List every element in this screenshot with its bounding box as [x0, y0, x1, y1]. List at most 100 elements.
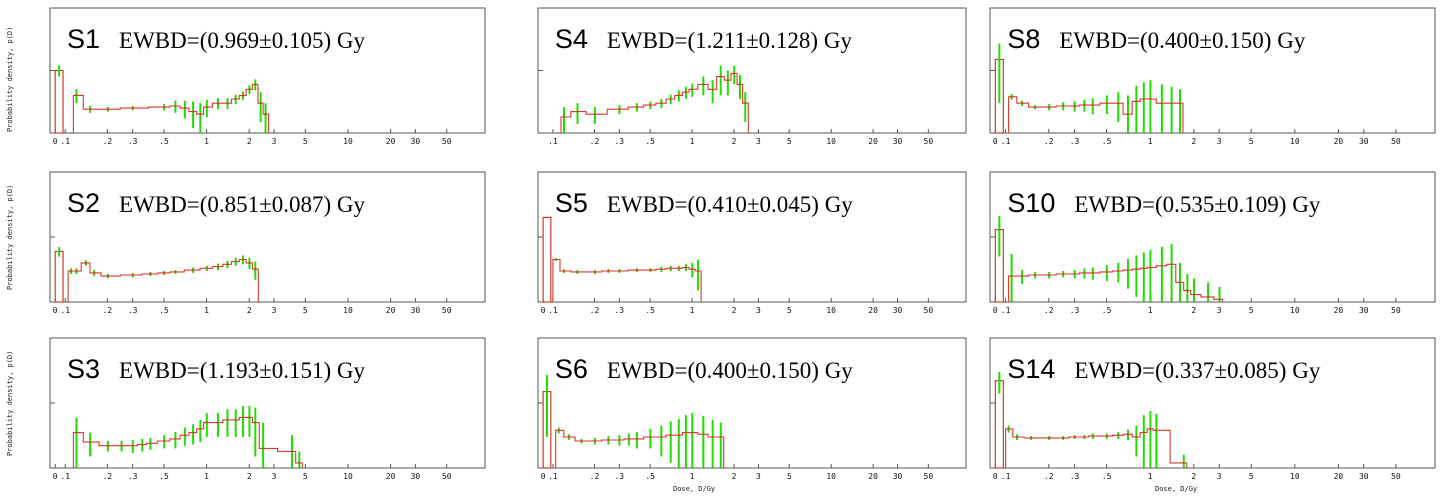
data-point	[1021, 275, 1024, 278]
x-tick-label: 2	[247, 306, 252, 315]
data-point	[1091, 104, 1094, 107]
data-point	[1105, 435, 1108, 438]
data-point	[607, 438, 610, 441]
histogram-series	[67, 258, 259, 302]
x-tick-label: .2	[103, 306, 113, 315]
data-point	[738, 83, 741, 86]
data-point	[70, 269, 73, 272]
x-tick-label: .3	[614, 137, 624, 146]
histogram-series	[560, 72, 749, 133]
data-point	[627, 437, 630, 440]
x-tick-label: .2	[590, 306, 600, 315]
data-point	[226, 102, 229, 105]
data-point	[1170, 102, 1173, 105]
data-point	[75, 431, 78, 434]
data-point	[669, 434, 672, 437]
x-tick-label: 0	[993, 137, 998, 146]
data-point	[183, 434, 186, 437]
data-point	[593, 270, 596, 273]
histogram-series	[555, 429, 725, 468]
data-point	[120, 444, 123, 447]
x-tick-label: 5	[303, 472, 308, 481]
histogram-panel-s4: 1.1.01.1.2.3.5123510203050S4EWBD=(1.211±…	[537, 7, 967, 146]
ewbd-value-label: EWBD=(0.410±0.045) Gy	[607, 192, 853, 217]
data-point	[607, 269, 610, 272]
data-point	[1048, 106, 1051, 109]
x-tick-label: 20	[1334, 137, 1344, 146]
x-tick-label: 2	[1191, 137, 1196, 146]
x-tick-label: 30	[411, 137, 421, 146]
data-point	[1182, 461, 1185, 464]
ewbd-value-label: EWBD=(0.969±0.105) Gy	[119, 28, 365, 53]
data-point	[298, 461, 301, 464]
x-tick-label: 2	[1191, 472, 1196, 481]
data-point	[217, 421, 220, 424]
data-point	[1030, 436, 1033, 439]
data-point	[248, 261, 251, 264]
data-point	[567, 435, 570, 438]
x-tick-label: 5	[1249, 472, 1254, 481]
data-point	[593, 440, 596, 443]
x-axis-label: Dose, D/Gy	[1155, 485, 1198, 493]
x-tick-label: 30	[893, 306, 903, 315]
x-tick-label: 2	[732, 306, 737, 315]
x-tick-label: 2	[732, 137, 737, 146]
data-point	[1062, 436, 1065, 439]
data-point	[554, 258, 557, 261]
data-point	[205, 106, 208, 109]
x-tick-label: 30	[893, 472, 903, 481]
data-point	[75, 94, 78, 97]
x-tick-label: 5	[1249, 306, 1254, 315]
x-tick-label: .1	[60, 472, 70, 481]
x-tick-label: .1	[1001, 306, 1011, 315]
data-point	[1149, 266, 1152, 269]
data-point	[1073, 435, 1076, 438]
histogram-panel-s1: 1.1.010.1.2.3.5123510203050S1EWBD=(0.969…	[49, 7, 486, 146]
data-point	[1218, 298, 1221, 301]
x-tick-label: .3	[128, 306, 138, 315]
x-tick-label: 1	[1148, 306, 1153, 315]
x-tick-label: 10	[1290, 472, 1300, 481]
data-point	[1010, 275, 1013, 278]
x-tick-label: 5	[787, 137, 792, 146]
data-point	[84, 261, 87, 264]
data-point	[702, 83, 705, 86]
x-tick-label: 0	[53, 137, 58, 146]
x-tick-label: .5	[1102, 472, 1112, 481]
x-tick-label: .5	[1102, 306, 1112, 315]
x-tick-label: 50	[924, 137, 934, 146]
data-point	[576, 270, 579, 273]
data-point	[131, 107, 134, 110]
x-tick-label: 3	[756, 306, 761, 315]
x-tick-label: 10	[343, 137, 353, 146]
data-point	[1105, 102, 1108, 105]
x-tick-label: 3	[756, 137, 761, 146]
x-tick-label: 20	[386, 137, 396, 146]
data-point	[576, 110, 579, 113]
x-tick-label: 20	[386, 306, 396, 315]
sample-id-label: S10	[1007, 188, 1055, 218]
data-point	[205, 267, 208, 270]
x-tick-label: .2	[1044, 472, 1054, 481]
data-point	[226, 418, 229, 421]
zero-dose-bin	[54, 250, 64, 303]
x-tick-label: 20	[1334, 306, 1344, 315]
data-point	[649, 435, 652, 438]
data-point	[248, 88, 251, 91]
x-tick-label: .3	[1070, 137, 1080, 146]
x-tick-label: .3	[128, 472, 138, 481]
data-point	[1010, 95, 1013, 98]
data-point	[1062, 105, 1065, 108]
ewbd-value-label: EWBD=(1.211±0.128) Gy	[607, 28, 853, 53]
data-point	[262, 447, 265, 450]
data-point	[174, 437, 177, 440]
data-point	[199, 113, 202, 116]
x-tick-label: 50	[1391, 306, 1401, 315]
data-point	[635, 106, 638, 109]
data-point	[199, 427, 202, 430]
data-point	[635, 269, 638, 272]
data-point	[149, 442, 152, 445]
data-point	[1117, 434, 1120, 437]
data-point	[234, 97, 237, 100]
